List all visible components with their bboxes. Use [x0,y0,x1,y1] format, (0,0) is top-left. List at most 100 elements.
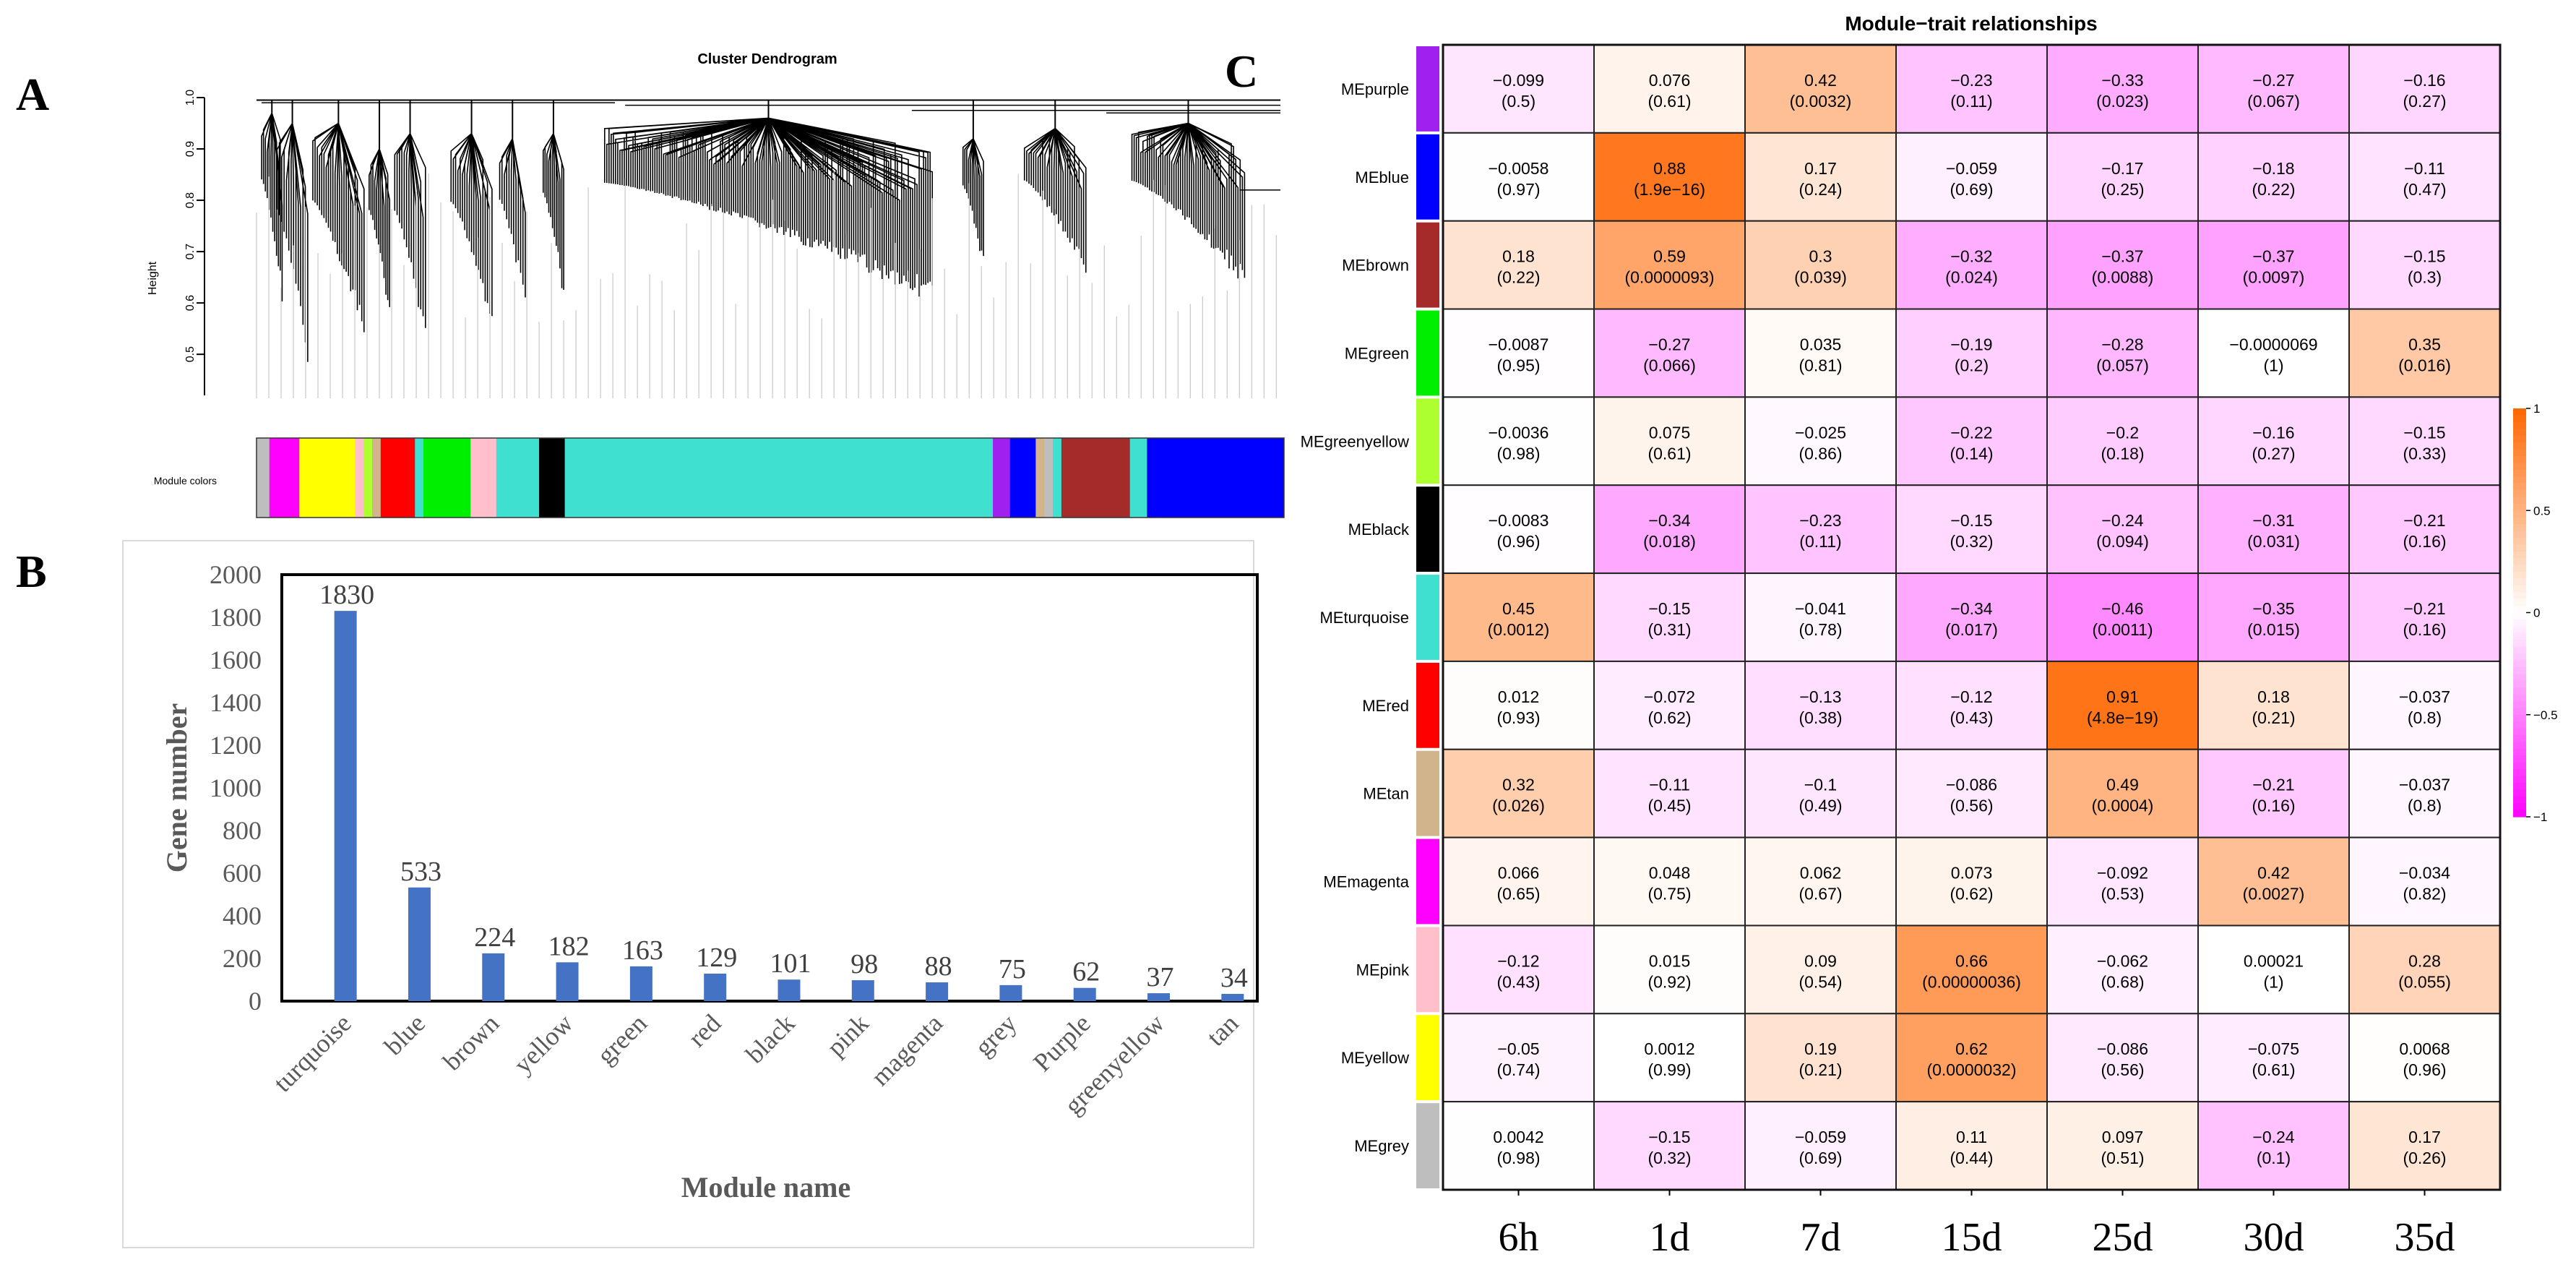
row-color-strip-tan [1416,750,1439,836]
heatmap-cell-pvalue: (0.54) [1799,972,1842,991]
heatmap-cell: −0.15 (0.32) [1895,484,2048,575]
module-color-segment-blue [1147,438,1285,518]
heatmap-cell-value: −0.32 [1950,247,1992,266]
heatmap-cell-rect [1442,924,1595,1015]
heatmap-row-label: MEturquoise [1319,609,1409,627]
bar-chart-frame [122,540,1254,1248]
heatmap-cell-value: 0.0012 [1644,1039,1694,1058]
legend-color-step [2513,632,2526,640]
heatmap-cell-rect [1442,396,1595,486]
heatmap-cell: 0.88 (1.9e−16) [1593,132,1746,222]
heatmap-cell-value: 0.42 [2257,864,2290,883]
legend-color-step [2513,653,2526,661]
heatmap-column-label: 30d [2244,1215,2304,1260]
legend-color-step [2513,435,2526,443]
heatmap-cell-rect [1593,396,1746,486]
heatmap-cell-pvalue: (0.49) [1799,797,1842,815]
legend-color-step [2513,503,2526,511]
heatmap-cell: 0.3 (0.039) [1744,220,1897,310]
bar-black [777,979,801,1001]
dendrogram-cluster-branches [962,138,984,257]
heatmap-cell-rect [2197,308,2350,398]
row-color-strip-brown [1416,222,1439,308]
heatmap-row-label: MEgrey [1354,1137,1409,1155]
heatmap-cell-pvalue: (0.0012) [1488,620,1550,639]
heatmap-cells: −0.099 (0.5) 0.076 (0.61) 0.42 (0.0032) −0.23 (… [1442,43,2502,1191]
bar-y-tick-label: 200 [223,944,262,973]
heatmap-cell: −0.062 (0.68) [2046,924,2199,1015]
heatmap-cell-rect [2046,396,2199,486]
bar-plot-area [280,573,1259,1003]
bar-value-label: 62 [1072,957,1100,987]
heatmap-cell-rect [1744,396,1897,486]
heatmap-row-label: MEgreen [1345,344,1409,362]
heatmap-cell-value: 0.0068 [2399,1039,2450,1058]
legend-color-step [2513,640,2526,648]
heatmap-row-label: MEtan [1363,785,1409,803]
heatmap-cell: −0.2 (0.18) [2046,396,2199,486]
heatmap-cell-value: 0.073 [1951,864,1993,883]
heatmap-cell-value: −0.086 [1946,776,1997,794]
heatmap-cell: −0.0058 (0.97) [1442,132,1595,222]
module-color-segment-tan [371,438,382,518]
module-color-segment-pink [470,438,497,518]
heatmap-cell-pvalue: (0.023) [2096,92,2149,111]
heatmap-cell-value: 0.09 [1804,951,1837,970]
module-color-segment-turquoise [1053,438,1062,518]
dendrogram-y-tick-label: 0.9 [184,141,197,157]
legend-color-step [2513,666,2526,674]
heatmap-cell-rect [2046,308,2199,398]
heatmap-cell-pvalue: (0.98) [1496,1149,1540,1167]
bar-value-label: 101 [770,948,811,979]
heatmap-column-labels: 6h 1d 7d 15d 25d 30d 35d [1499,1190,2455,1260]
heatmap-cell-rect [1744,572,1897,662]
heatmap-row-label: MEgreenyellow [1301,432,1410,450]
heatmap-cell-value: −0.23 [1950,71,1992,90]
heatmap-cell-value: 0.66 [1955,951,1988,970]
heatmap-cell-pvalue: (0.27) [2252,444,2295,463]
bar-magenta [926,982,949,1001]
heatmap-cell: −0.17 (0.25) [2046,132,2199,222]
heatmap-cell-value: −0.24 [2101,511,2143,530]
heatmap-cell-pvalue: (0.32) [1950,532,1993,551]
bar-y-tick-label: 0 [249,987,262,1016]
legend-color-step [2513,680,2526,688]
heatmap-cell-rect [2046,748,2199,838]
dendrogram-y-tick-label: 1.0 [184,90,197,106]
heatmap-cell-pvalue: (0.67) [1799,885,1842,904]
heatmap-cell-pvalue: (0.97) [1496,180,1540,199]
heatmap-cell-value: −0.15 [2403,247,2445,266]
legend-color-step [2513,449,2526,457]
bar-value-label: 37 [1147,962,1174,992]
heatmap-cell: −0.46 (0.0011) [2046,572,2199,662]
dendrogram-cluster-grey [261,100,283,302]
heatmap-row-label: MEblack [1348,520,1410,539]
bar-y-tick-label: 1000 [210,773,262,802]
legend-color-step [2513,429,2526,437]
heatmap-cell-value: −0.13 [1799,687,1841,706]
heatmap-cell-rect [1744,132,1897,222]
heatmap-column-label: 6h [1499,1215,1539,1260]
heatmap-cell-value: 0.88 [1653,159,1686,178]
heatmap-cell-value: −0.059 [1946,159,1997,178]
heatmap-cell-pvalue: (0.86) [1799,444,1842,463]
heatmap-cell-rect [1593,132,1746,222]
module-color-segment-black [539,438,566,518]
dendrogram-cluster-branches [499,138,526,298]
heatmap-cell: 0.0042 (0.98) [1442,1101,1595,1190]
heatmap-cell: 0.32 (0.026) [1442,748,1595,838]
heatmap-cell-rect [2046,132,2199,222]
heatmap-cell-value: −0.075 [2248,1039,2299,1058]
heatmap-cell-pvalue: (0.25) [2101,180,2144,199]
legend-color-step [2513,810,2526,818]
heatmap-cell-rect [2348,396,2501,486]
bar-y-tick-label: 600 [223,859,262,888]
heatmap-cell-pvalue: (0.21) [1799,1060,1842,1079]
module-color-segment-red [380,438,415,518]
heatmap-cell: −0.025 (0.86) [1744,396,1897,486]
heatmap-cell-pvalue: (0.47) [2403,180,2446,199]
heatmap-cell-value: 0.075 [1649,423,1691,442]
legend-color-step [2513,442,2526,450]
heatmap-cell-pvalue: (0.99) [1647,1060,1691,1079]
bar-value-label: 182 [548,931,590,961]
